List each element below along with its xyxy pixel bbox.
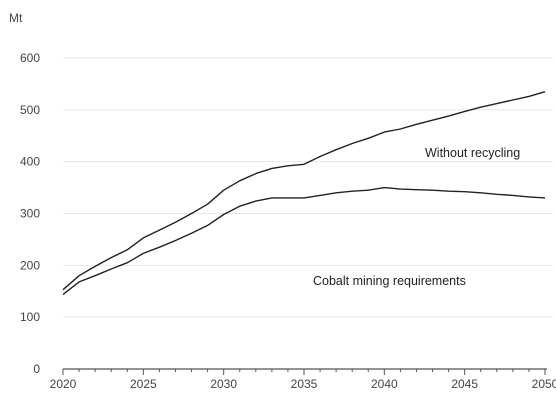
gridlines (63, 57, 553, 318)
x-tick-label-2025: 2025 (130, 377, 157, 391)
series-label-without-recycling: Without recycling (425, 146, 520, 160)
series-line-cobalt-mining-requirements (62, 186, 546, 295)
y-tick-label-400: 400 (20, 155, 40, 169)
axes (62, 368, 547, 375)
y-unit-label: Mt (9, 11, 23, 25)
x-tick-label-2050: 2050 (532, 377, 556, 391)
y-tick-label-0: 0 (33, 362, 40, 376)
x-tick-label-2035: 2035 (291, 377, 318, 391)
y-tick-label-300: 300 (20, 207, 40, 221)
y-tick-label-500: 500 (20, 103, 40, 117)
x-tick-label-2020: 2020 (50, 377, 77, 391)
x-tick-label-2045: 2045 (451, 377, 478, 391)
series-label-cobalt-mining-requirements: Cobalt mining requirements (313, 274, 466, 288)
series-line-without-recycling (62, 91, 546, 291)
series-lines (62, 91, 546, 295)
y-tick-label-100: 100 (20, 310, 40, 324)
x-tick-label-2040: 2040 (371, 377, 398, 391)
y-tick-label-600: 600 (20, 51, 40, 65)
labels: Mt Without recycling Cobalt mining requi… (9, 11, 556, 391)
x-tick-label-2030: 2030 (210, 377, 237, 391)
y-tick-label-200: 200 (20, 258, 40, 272)
